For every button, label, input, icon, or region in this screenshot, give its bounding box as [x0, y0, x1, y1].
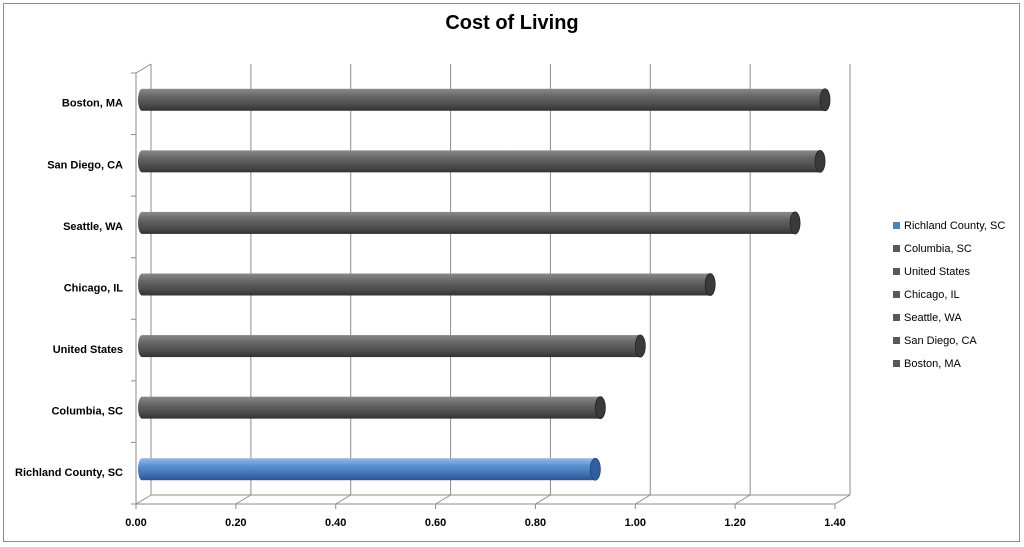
category-label: United States — [53, 344, 123, 356]
bar — [142, 335, 641, 358]
floor-gridline — [734, 494, 751, 505]
legend-swatch — [893, 360, 900, 367]
bar-end-cap — [789, 211, 801, 235]
bar-left-cap — [138, 458, 146, 481]
legend: Richland County, SC Columbia, SC United St… — [893, 214, 1018, 375]
bar-left-cap — [138, 396, 146, 419]
legend-label: United States — [904, 265, 971, 278]
legend-item: Richland County, SC — [893, 214, 1018, 237]
side-wall-top-edge — [135, 63, 152, 74]
bar-end-cap — [594, 396, 606, 420]
floor-gridline — [235, 494, 252, 505]
x-tick-label: 0.60 — [425, 517, 446, 529]
legend-label: Columbia, SC — [904, 242, 972, 255]
legend-label: Richland County, SC — [904, 219, 1006, 232]
bar — [142, 273, 711, 296]
legend-swatch — [893, 245, 900, 252]
legend-item: Columbia, SC — [893, 237, 1018, 260]
floor-gridline — [135, 494, 152, 505]
x-tick-label: 1.40 — [824, 517, 845, 529]
category-label: Richland County, SC — [15, 467, 123, 479]
x-tick-label: 0.40 — [325, 517, 346, 529]
bar-end-cap — [634, 334, 646, 358]
legend-label: Boston, MA — [904, 357, 961, 370]
floor-gridline — [535, 494, 551, 505]
category-label: Chicago, IL — [64, 282, 124, 294]
bar-left-cap — [138, 273, 146, 296]
chart-title: Cost of Living — [445, 12, 579, 34]
bar — [142, 88, 826, 111]
legend-item: United States — [893, 260, 1018, 283]
bar-end-cap — [589, 457, 601, 481]
legend-label: Chicago, IL — [904, 288, 960, 301]
bar — [142, 458, 596, 481]
category-label: Boston, MA — [62, 98, 123, 110]
bar-left-cap — [138, 335, 146, 358]
x-tick-label: 0.00 — [125, 517, 146, 529]
bar — [142, 211, 796, 234]
category-label: San Diego, CA — [47, 159, 123, 171]
bar-left-cap — [138, 150, 146, 173]
legend-item: Chicago, IL — [893, 283, 1018, 306]
category-label: Columbia, SC — [51, 406, 123, 418]
legend-label: San Diego, CA — [904, 334, 977, 347]
bar-end-cap — [814, 149, 826, 173]
legend-swatch — [893, 268, 900, 275]
bar-left-cap — [138, 211, 146, 234]
legend-item: Boston, MA — [893, 352, 1018, 375]
category-label: Seattle, WA — [63, 221, 123, 233]
x-tick-label: 0.20 — [225, 517, 246, 529]
floor-gridline — [435, 494, 451, 505]
floor-gridline — [335, 494, 351, 505]
legend-label: Seattle, WA — [904, 311, 962, 324]
floor-gridline — [834, 494, 851, 505]
bar-left-cap — [138, 88, 146, 111]
legend-item: Seattle, WA — [893, 306, 1018, 329]
floor-gridline — [635, 494, 651, 505]
bar-end-cap — [704, 273, 716, 296]
bar — [142, 396, 601, 419]
bar-end-cap — [819, 88, 831, 112]
x-tick-label: 1.00 — [625, 517, 646, 529]
legend-item: San Diego, CA — [893, 329, 1018, 352]
x-tick-label: 1.20 — [724, 517, 745, 529]
x-tick-label: 0.80 — [525, 517, 546, 529]
bar — [142, 150, 821, 173]
legend-swatch — [893, 291, 900, 298]
legend-swatch — [893, 314, 900, 321]
legend-swatch — [893, 222, 900, 229]
legend-swatch — [893, 337, 900, 344]
